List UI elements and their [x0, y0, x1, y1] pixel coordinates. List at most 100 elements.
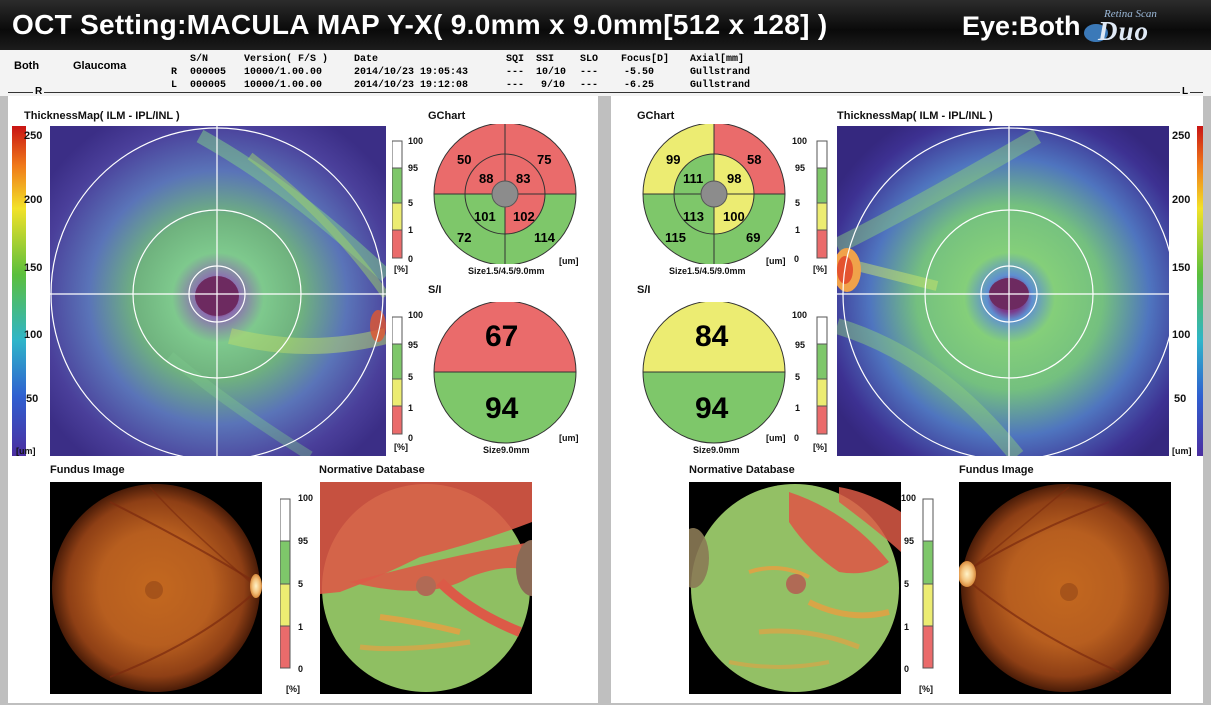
page-title: OCT Setting:MACULA MAP Y-X( 9.0mm x 9.0m…	[12, 9, 828, 40]
col-sn: S/N	[190, 54, 209, 65]
fundus-title: Fundus Image	[50, 464, 125, 476]
gchart-inner-inferior-temporal: 100	[723, 209, 745, 224]
pct-tick: 1	[408, 225, 414, 235]
thickness-map-title: ThicknessMap( ILM - IPL/INL )	[837, 110, 993, 122]
pct-tick: 1	[795, 225, 801, 235]
row-focus: -6.25	[624, 80, 655, 91]
percentile-scale	[280, 498, 291, 669]
gchart-title: GChart	[637, 110, 675, 122]
pct-tick: 0	[794, 433, 800, 443]
pct-tick: 5	[795, 198, 801, 208]
gchart-inner-inferior-temporal: 101	[474, 209, 496, 224]
row-eye: R	[171, 67, 178, 78]
normative-title: Normative Database	[689, 464, 795, 476]
pct-unit: [%]	[394, 442, 408, 452]
col-version: Version( F/S )	[244, 54, 329, 65]
pct-tick: 100	[408, 310, 424, 320]
pct-tick: 1	[298, 622, 304, 632]
thickness-map	[50, 126, 386, 456]
gchart-outer-superior-temporal: 58	[747, 152, 762, 167]
scale-tick: 150	[1172, 262, 1191, 274]
si-inferior-value: 94	[485, 392, 519, 425]
scale-tick: 50	[1174, 393, 1187, 405]
percentile-scale	[392, 316, 403, 435]
normative-map	[320, 482, 532, 694]
gchart-inner-superior-nasal: 111	[683, 171, 704, 186]
gchart-outer-superior-nasal: 75	[537, 152, 552, 167]
si-inferior-value: 94	[695, 392, 729, 425]
col-axial: Axial[mm]	[690, 54, 745, 65]
scale-unit: [um]	[16, 446, 36, 456]
row-slo: ---	[580, 67, 599, 78]
col-sqi: SQI	[506, 54, 525, 65]
pct-tick: 100	[408, 136, 424, 146]
pct-unit: [%]	[394, 264, 408, 274]
gchart-outer-superior-temporal: 50	[457, 152, 472, 167]
right-eye-panel: ThicknessMap( ILM - IPL/INL ) 250 200 15…	[8, 96, 598, 703]
pct-tick: 95	[795, 163, 806, 173]
pct-unit: [%]	[286, 684, 300, 694]
si-unit: [um]	[766, 433, 786, 443]
row-eye: L	[171, 80, 178, 91]
pct-tick: 0	[408, 254, 414, 264]
pct-unit: [%]	[919, 684, 933, 694]
percentile-scale	[392, 140, 403, 259]
percentile-scale	[816, 316, 828, 435]
si-size: Size9.0mm	[483, 445, 530, 455]
normative-title: Normative Database	[319, 464, 425, 476]
gchart-size: Size1.5/4.5/9.0mm	[468, 266, 545, 276]
pct-tick: 100	[792, 310, 808, 320]
brand-logo: Duo	[1098, 16, 1150, 46]
pct-tick: 100	[298, 493, 314, 503]
row-sn: 000005	[190, 67, 227, 78]
si-superior-value: 67	[485, 320, 519, 353]
row-date: 2014/10/23 19:12:08	[354, 80, 469, 91]
gchart-size: Size1.5/4.5/9.0mm	[669, 266, 746, 276]
row-ssi: 10/10	[536, 67, 567, 78]
pct-tick: 5	[408, 372, 414, 382]
si-title: S/I	[637, 284, 651, 296]
si-title: S/I	[428, 284, 442, 296]
pct-tick: 0	[298, 664, 304, 674]
scale-tick: 50	[26, 393, 39, 405]
scale-tick: 150	[24, 262, 43, 274]
scale-tick: 200	[24, 194, 43, 206]
pct-tick: 1	[904, 622, 910, 632]
diagnosis: Glaucoma	[73, 60, 127, 72]
gchart-outer-inferior-temporal: 69	[746, 230, 761, 245]
percentile-scale	[922, 498, 934, 669]
pct-tick: 1	[408, 403, 414, 413]
eye-label: Eye:Both	[962, 11, 1081, 41]
row-focus: -5.50	[624, 67, 655, 78]
scale-tick: 250	[24, 130, 43, 142]
gchart-title: GChart	[428, 110, 466, 122]
col-slo: SLO	[580, 54, 599, 65]
pct-unit: [%]	[813, 264, 827, 274]
row-version: 10000/1.00.00	[244, 80, 323, 91]
gchart-inner-superior-temporal: 98	[727, 171, 742, 186]
exam-info-bar: Both Glaucoma S/N Version( F/S ) Date SQ…	[0, 50, 1211, 97]
pct-tick: 95	[408, 163, 419, 173]
si-size: Size9.0mm	[693, 445, 740, 455]
percentile-scale	[816, 140, 828, 259]
pct-tick: 95	[904, 536, 915, 546]
thickness-map	[837, 126, 1169, 456]
row-version: 10000/1.00.00	[244, 67, 323, 78]
divider	[8, 92, 1203, 93]
row-ssi: 9/10	[541, 80, 566, 91]
side-label-right: R	[33, 86, 45, 97]
gchart-inner-inferior-nasal: 102	[513, 209, 535, 224]
gchart-inner-inferior-nasal: 113	[683, 209, 704, 224]
normative-map	[689, 482, 901, 694]
pct-tick: 5	[408, 198, 414, 208]
brand-logo-swoosh	[1084, 24, 1108, 42]
thickness-color-scale	[1197, 126, 1203, 456]
exam-mode: Both	[14, 60, 40, 72]
row-slo: ---	[580, 80, 599, 91]
thickness-color-scale	[12, 126, 26, 456]
row-axial: Gullstrand	[690, 67, 751, 78]
row-date: 2014/10/23 19:05:43	[354, 67, 469, 78]
col-date: Date	[354, 54, 379, 65]
left-eye-panel: GChart 99 58 115 69 111 98 113 100 [um] …	[611, 96, 1203, 703]
pct-tick: 0	[794, 254, 800, 264]
